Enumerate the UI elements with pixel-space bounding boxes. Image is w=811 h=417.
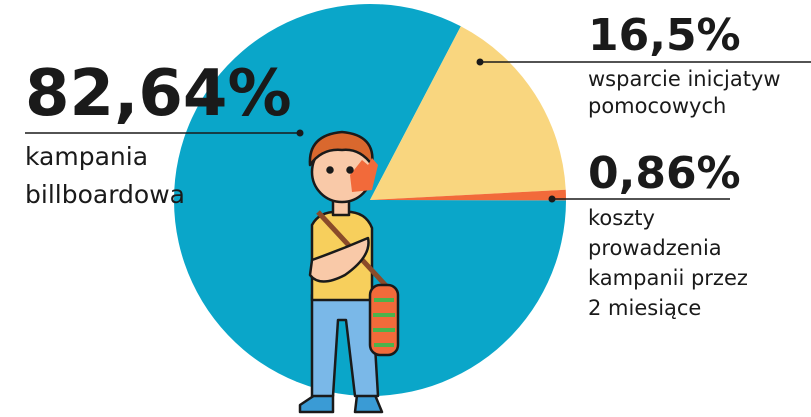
value-label: 0,86%	[588, 148, 741, 199]
value-label: 16,5%	[588, 10, 741, 61]
illustration	[298, 130, 400, 414]
eye	[326, 166, 334, 174]
label-line: 2 miesiące	[588, 296, 701, 320]
label-line: kampanii przez	[588, 266, 748, 290]
hand-mark	[350, 158, 378, 192]
pie-slice	[370, 189, 566, 201]
leader-dot	[476, 58, 484, 66]
label-line: kampania	[25, 142, 148, 171]
label-line: koszty	[588, 206, 655, 230]
arms	[308, 236, 370, 283]
category-label: kampania billboardowa	[25, 142, 185, 209]
label-line: pomocowych	[588, 94, 726, 118]
label-line: prowadzenia	[588, 236, 722, 260]
labels: 82,64% kampania billboardowa 16,5% wsparcie …	[25, 10, 811, 320]
pie-slice	[370, 26, 566, 200]
label-line: wsparcie inicjatyw	[588, 67, 781, 91]
leader-dot	[296, 129, 304, 137]
rainbow	[373, 298, 395, 347]
pie-slice	[173, 3, 566, 396]
leader-dot	[548, 195, 556, 203]
category-label: koszty prowadzenia kampanii przez 2 miesiąc…	[588, 206, 748, 320]
pie	[173, 3, 566, 396]
bag	[368, 283, 400, 357]
shoe	[298, 393, 335, 414]
eye	[346, 166, 354, 174]
label-line: billboardowa	[25, 180, 185, 209]
value-label: 82,64%	[25, 57, 292, 131]
shoe	[353, 393, 384, 414]
category-label: wsparcie inicjatyw pomocowych	[588, 67, 781, 118]
